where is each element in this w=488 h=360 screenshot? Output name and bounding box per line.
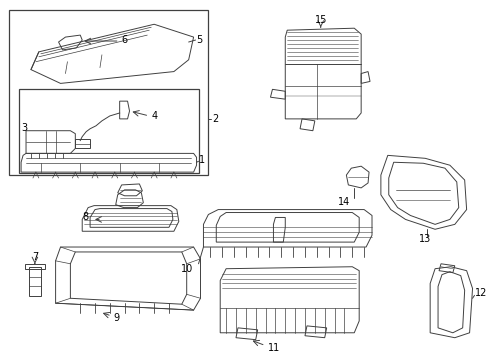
Text: 9: 9	[114, 313, 120, 323]
Bar	[19, 89, 198, 173]
Bar	[9, 10, 208, 175]
Text: 13: 13	[418, 234, 430, 244]
Text: 2: 2	[212, 114, 218, 124]
Text: 12: 12	[473, 288, 486, 298]
Text: 4: 4	[151, 111, 157, 121]
Text: 15: 15	[314, 15, 326, 25]
Text: 5: 5	[196, 35, 203, 45]
Text: 8: 8	[82, 212, 88, 222]
Text: 6: 6	[122, 35, 127, 45]
Text: 7: 7	[32, 252, 38, 262]
Text: 10: 10	[181, 264, 193, 274]
Text: 3: 3	[21, 123, 27, 133]
Text: 14: 14	[338, 197, 350, 207]
Text: 1: 1	[198, 155, 204, 165]
Text: 11: 11	[267, 343, 279, 352]
